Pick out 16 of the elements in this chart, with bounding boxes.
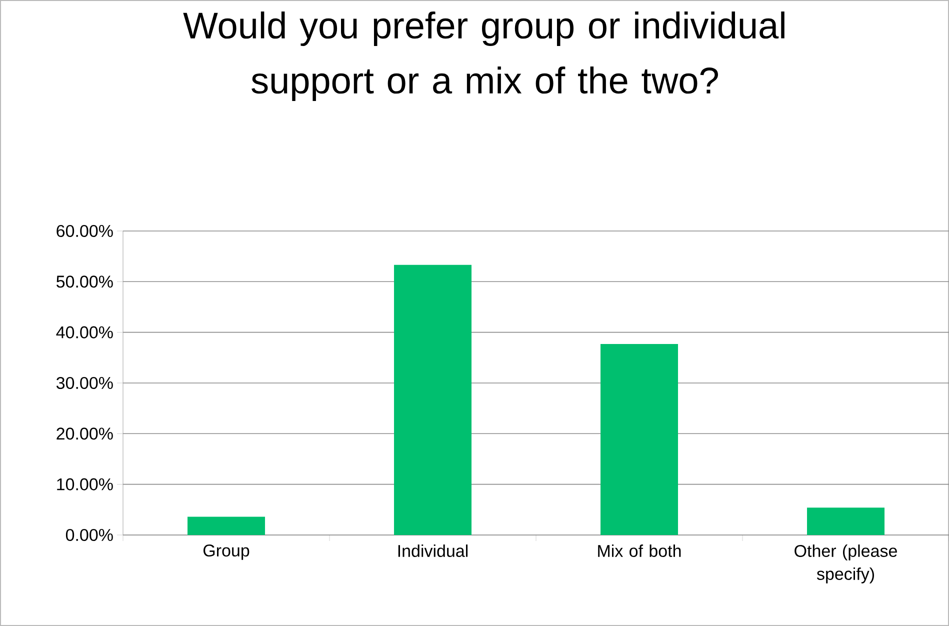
bar	[600, 344, 678, 535]
y-tick-label: 10.00%	[57, 478, 113, 490]
y-tick-label: 40.00%	[56, 326, 113, 338]
y-tick-label: 50.00%	[56, 276, 113, 288]
x-tick-label: Individual	[398, 544, 468, 557]
x-tick-label: Group	[203, 544, 250, 560]
bar	[394, 264, 472, 535]
y-tick-label: 0.00%	[66, 528, 113, 542]
chart-title: Would you prefer group or individual support or a mix of the two?	[183, 12, 784, 101]
y-tick-label: 20.00%	[56, 428, 113, 440]
x-tick-label: Other (please specify)	[794, 544, 897, 584]
bar	[807, 508, 885, 535]
y-tick-label: 60.00%	[56, 224, 113, 238]
bar	[188, 516, 266, 535]
x-tick-label: Mix of both	[598, 544, 681, 557]
y-tick-label: 30.00%	[56, 376, 113, 390]
